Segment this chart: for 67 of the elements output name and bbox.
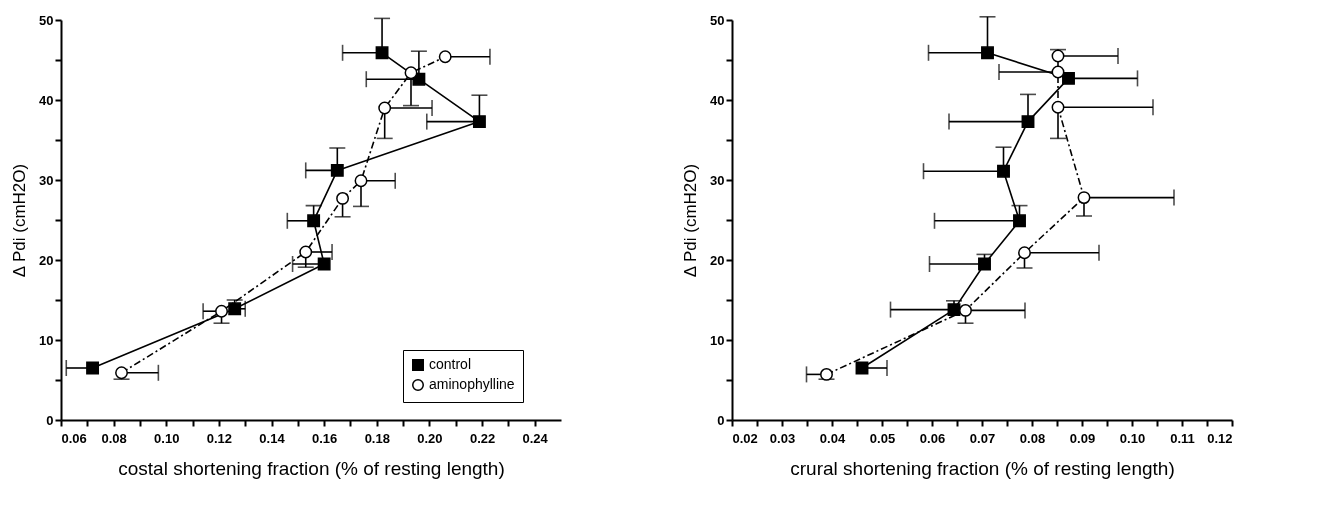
x-tick-label: 0.12 bbox=[206, 430, 233, 446]
y-tick-label: 50 bbox=[39, 12, 54, 28]
x-tick-label: 0.20 bbox=[417, 430, 443, 446]
point bbox=[472, 115, 486, 129]
point bbox=[115, 366, 128, 380]
y-tick-label: 30 bbox=[39, 172, 54, 188]
point bbox=[215, 304, 228, 318]
y-axis-title: Δ Pdi (cmH2O) bbox=[10, 163, 30, 278]
point bbox=[1051, 65, 1065, 79]
x-tick-label: 0.06 bbox=[919, 430, 946, 446]
y-tick-label: 10 bbox=[710, 332, 725, 348]
x-tick-label: 0.11 bbox=[1170, 430, 1195, 446]
x-tick-label: 0.08 bbox=[101, 430, 127, 446]
point bbox=[1013, 214, 1026, 228]
point bbox=[981, 46, 994, 60]
point bbox=[1051, 100, 1065, 114]
x-tick-label: 0.18 bbox=[364, 430, 390, 446]
y-tick-label: 40 bbox=[39, 92, 54, 108]
x-tick-label: 0.14 bbox=[259, 430, 286, 446]
point bbox=[299, 245, 313, 259]
x-axis-title: crural shortening fraction (% of resting length) bbox=[790, 457, 1175, 479]
x-tick-label: 0.16 bbox=[312, 430, 338, 446]
point bbox=[978, 257, 991, 271]
y-axis-title: Δ Pdi (cmH2O) bbox=[681, 163, 701, 278]
x-tick-label: 0.10 bbox=[154, 430, 180, 446]
x-tick-label: 0.05 bbox=[869, 430, 896, 446]
x-tick-label: 0.06 bbox=[61, 430, 87, 446]
point bbox=[354, 174, 368, 188]
y-tick-label: 50 bbox=[710, 12, 725, 28]
y-tick-label: 40 bbox=[710, 92, 725, 108]
point bbox=[375, 46, 389, 60]
x-tick-label: 0.03 bbox=[769, 430, 796, 446]
y-tick-label: 0 bbox=[717, 412, 725, 428]
y-tick-label: 20 bbox=[39, 252, 54, 268]
x-tick-label: 0.10 bbox=[1119, 430, 1146, 446]
point bbox=[378, 101, 392, 115]
point bbox=[307, 214, 321, 228]
point bbox=[1077, 191, 1091, 205]
x-tick-label: 0.22 bbox=[469, 430, 496, 446]
point bbox=[317, 257, 331, 271]
y-tick-label: 30 bbox=[710, 172, 725, 188]
x-tick-label: 0.08 bbox=[1019, 430, 1046, 446]
point bbox=[1062, 71, 1075, 85]
point bbox=[1021, 115, 1035, 129]
point bbox=[959, 303, 972, 317]
legend-label: aminophylline bbox=[429, 376, 515, 392]
x-tick-label: 0.12 bbox=[1207, 430, 1233, 446]
point bbox=[86, 361, 100, 375]
point bbox=[336, 191, 350, 205]
x-tick-label: 0.07 bbox=[969, 430, 996, 446]
y-tick-label: 10 bbox=[39, 332, 54, 348]
point bbox=[820, 367, 833, 381]
point bbox=[404, 66, 418, 80]
x-tick-label: 0.09 bbox=[1069, 430, 1096, 446]
x-axis-title: costal shortening fraction (% of resting length) bbox=[118, 457, 505, 479]
x-tick-label: 0.24 bbox=[522, 430, 549, 446]
point bbox=[1051, 49, 1065, 63]
legend-label: control bbox=[429, 356, 472, 372]
y-tick-label: 20 bbox=[710, 252, 725, 268]
point bbox=[228, 302, 242, 316]
x-tick-label: 0.02 bbox=[732, 430, 758, 446]
point bbox=[438, 50, 452, 64]
y-tick-label: 0 bbox=[46, 412, 54, 428]
x-tick-label: 0.04 bbox=[819, 430, 846, 446]
point bbox=[997, 164, 1010, 178]
point bbox=[330, 163, 344, 177]
point bbox=[1018, 246, 1031, 260]
